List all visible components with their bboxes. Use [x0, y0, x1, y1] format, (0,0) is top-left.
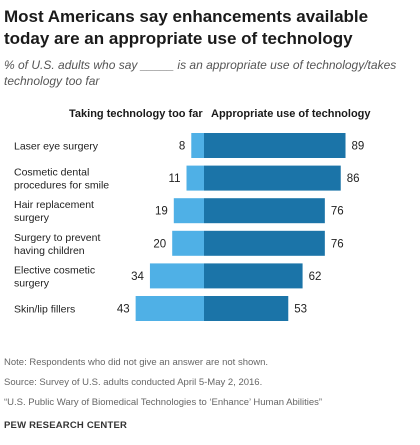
bar-too-far: [172, 230, 204, 256]
category-label: Laser eye surgery: [14, 141, 99, 153]
value-label-appropriate: 53: [294, 304, 307, 316]
category-label: Hair replacement: [14, 199, 94, 211]
chart-subtitle: % of U.S. adults who say _____ is an app…: [4, 58, 397, 88]
category-label: surgery: [14, 277, 50, 289]
report-title: “U.S. Public Wary of Biomedical Technolo…: [4, 397, 323, 408]
chart-title: Most Americans say enhancements availabl…: [4, 7, 369, 48]
category-label: having children: [14, 245, 85, 257]
category-label: procedures for smile: [14, 180, 109, 192]
brand-logo-text: PEW RESEARCH CENTER: [4, 420, 128, 431]
category-label: Cosmetic dental: [14, 167, 89, 179]
value-label-too-far: 11: [169, 173, 181, 185]
value-label-appropriate: 89: [352, 141, 365, 153]
bar-appropriate: [204, 165, 341, 191]
category-label: surgery: [14, 212, 50, 224]
bar-appropriate: [204, 263, 303, 289]
bar-appropriate: [204, 198, 325, 224]
value-label-appropriate: 86: [347, 173, 360, 185]
value-label-appropriate: 62: [309, 271, 322, 283]
value-label-too-far: 8: [179, 141, 185, 153]
category-label: Elective cosmetic: [14, 264, 95, 276]
bar-too-far: [149, 263, 204, 289]
bar-too-far: [191, 133, 204, 158]
value-label-too-far: 34: [131, 271, 144, 283]
value-label-appropriate: 76: [331, 206, 344, 218]
bar-too-far: [173, 198, 204, 224]
value-label-appropriate: 76: [331, 238, 344, 250]
value-label-too-far: 20: [153, 238, 166, 250]
bar-appropriate: [204, 230, 325, 256]
value-label-too-far: 43: [117, 304, 130, 316]
legend-too-far: Taking technology too far: [69, 108, 203, 120]
bar-too-far: [135, 296, 204, 321]
legend-appropriate: Appropriate use of technology: [211, 108, 371, 120]
bar-appropriate: [204, 133, 346, 158]
note-text: Note: Respondents who did not give an an…: [4, 357, 269, 368]
category-label: Surgery to prevent: [14, 232, 100, 244]
category-label: Skin/lip fillers: [14, 304, 75, 316]
source-text: Source: Survey of U.S. adults conducted …: [4, 377, 263, 388]
bar-appropriate: [204, 296, 289, 321]
bar-too-far: [186, 165, 204, 191]
value-label-too-far: 19: [155, 206, 168, 218]
